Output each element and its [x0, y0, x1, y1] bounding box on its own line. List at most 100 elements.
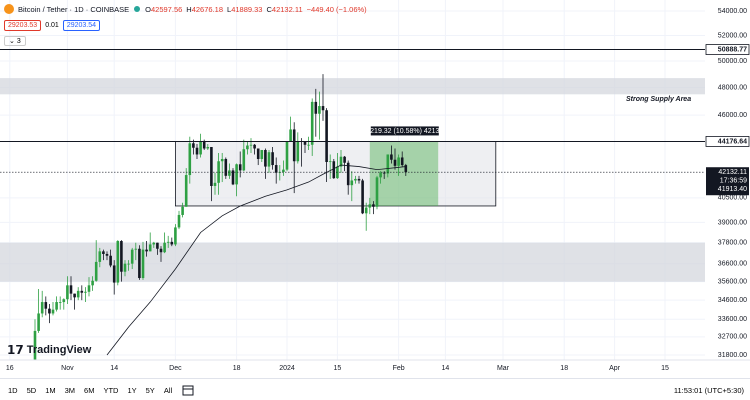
y-tick-label: 48000.00: [718, 84, 747, 91]
candle-body: [69, 285, 73, 294]
x-tick-label: Apr: [609, 365, 621, 372]
candle-body: [206, 147, 210, 149]
candle-body: [321, 106, 325, 111]
symbol[interactable]: Bitcoin / Tether · 1D · COINBASE: [18, 4, 130, 14]
candle-body: [156, 242, 159, 249]
price-label: 42132.11: [718, 169, 747, 176]
indicator-count: 3: [16, 38, 21, 45]
candle-body: [332, 161, 336, 179]
candle-body: [199, 141, 202, 155]
x-tick-label: 16: [6, 365, 14, 372]
logo: 𝟭𝟳 TradingView: [7, 343, 92, 357]
candle-body: [210, 147, 213, 186]
candle-body: [339, 156, 343, 167]
candle-body: [264, 149, 267, 167]
candle-body: [87, 285, 91, 292]
timeframe[interactable]: YTD: [103, 385, 119, 395]
level-label: 50888.77: [718, 46, 747, 53]
x-tick-label: Dec: [169, 365, 182, 372]
candle-body: [40, 302, 44, 314]
candle-body: [393, 159, 397, 166]
candle-body: [152, 242, 156, 245]
moving-average: [106, 164, 406, 356]
indicators-toggle[interactable]: ⌄ 3: [4, 36, 26, 46]
candle-body: [386, 154, 390, 174]
ohlc-value: 42132.11: [271, 4, 303, 14]
candle-body: [138, 248, 141, 279]
candle-body: [253, 144, 256, 149]
candle-body: [372, 204, 375, 207]
level-label: 44176.64: [718, 138, 747, 145]
logo-text: TradingView: [26, 344, 92, 356]
y-tick-label: 52000.00: [718, 32, 747, 39]
candle-body: [213, 182, 217, 186]
candle-body: [66, 285, 69, 300]
candle-body: [202, 141, 206, 149]
candle-body: [91, 280, 94, 286]
candle-body: [346, 162, 350, 186]
candle-body: [120, 240, 123, 272]
y-tick-label: 37800.00: [718, 240, 747, 247]
candle-body: [267, 152, 271, 167]
timeframe[interactable]: 1D: [8, 385, 18, 395]
timeframe[interactable]: 1Y: [127, 385, 137, 395]
x-tick-label: 18: [560, 365, 568, 372]
candle-body: [84, 291, 87, 293]
candle-body: [159, 248, 163, 253]
candle-body: [166, 241, 170, 243]
candle-body: [271, 152, 274, 166]
x-tick-label: 2024: [279, 365, 295, 372]
candle-body: [242, 149, 246, 171]
candle-body: [33, 330, 37, 360]
candle-body: [249, 144, 253, 146]
timeframe[interactable]: 6M: [84, 385, 95, 395]
candle-body: [163, 242, 166, 253]
candle-body: [123, 263, 127, 272]
candle-body: [325, 110, 328, 163]
candle-body: [390, 154, 393, 160]
bottom-toolbar: 1D 5D 1M 3M 6M YTD 1Y 5Y All 11:53:01 (UTC+5:30): [0, 378, 750, 400]
ohlc-label: O: [145, 4, 151, 14]
ohlc-value: 42597.56: [151, 4, 183, 14]
zones: [0, 78, 705, 282]
candle-body: [174, 227, 177, 245]
range-box: [174, 141, 497, 207]
candle-body: [148, 244, 152, 252]
candle-body: [397, 157, 400, 166]
candle-body: [350, 180, 354, 186]
candle-body: [192, 143, 195, 148]
calendar-icon[interactable]: [182, 384, 194, 396]
price-label-bg: [706, 167, 749, 196]
candle-body: [130, 249, 134, 264]
timeframe[interactable]: 5Y: [145, 385, 155, 395]
timeframe[interactable]: 1M: [45, 385, 56, 395]
candle-body: [109, 255, 112, 266]
candle-body: [379, 172, 382, 178]
candle-body: [195, 147, 199, 155]
ohlc-label: L: [227, 4, 232, 14]
buy-price[interactable]: 29203.54: [62, 20, 101, 31]
timeframe[interactable]: 5D: [26, 385, 37, 395]
y-tick-label: 50000.00: [718, 58, 747, 65]
y-tick-label: 34600.00: [718, 297, 747, 304]
candle-body: [285, 141, 289, 170]
candle-body: [98, 251, 102, 262]
candle-body: [361, 180, 364, 214]
timeframe[interactable]: 3M: [64, 385, 76, 395]
change: −449.40 (−1.06%): [306, 4, 367, 14]
candle-body: [382, 172, 386, 174]
zone: [0, 242, 705, 282]
x-tick-label: 14: [110, 365, 118, 372]
candle-body: [274, 165, 278, 173]
x-tick-label: 15: [661, 365, 669, 372]
candle-body: [375, 177, 379, 207]
timeframe[interactable]: All: [163, 385, 173, 395]
level-label-bg: [705, 136, 750, 147]
sell-price[interactable]: 29203.53: [4, 20, 42, 31]
x-tick-label: Mar: [497, 365, 510, 372]
status-dot: [134, 6, 141, 12]
chart: Strong Supply Area 4219.32 (10.58%) 42132…: [0, 0, 750, 372]
ohlc-label: C: [266, 4, 272, 14]
candle-body: [127, 263, 130, 265]
bid-ask: 29203.53 0.01 29203.54: [4, 20, 101, 31]
